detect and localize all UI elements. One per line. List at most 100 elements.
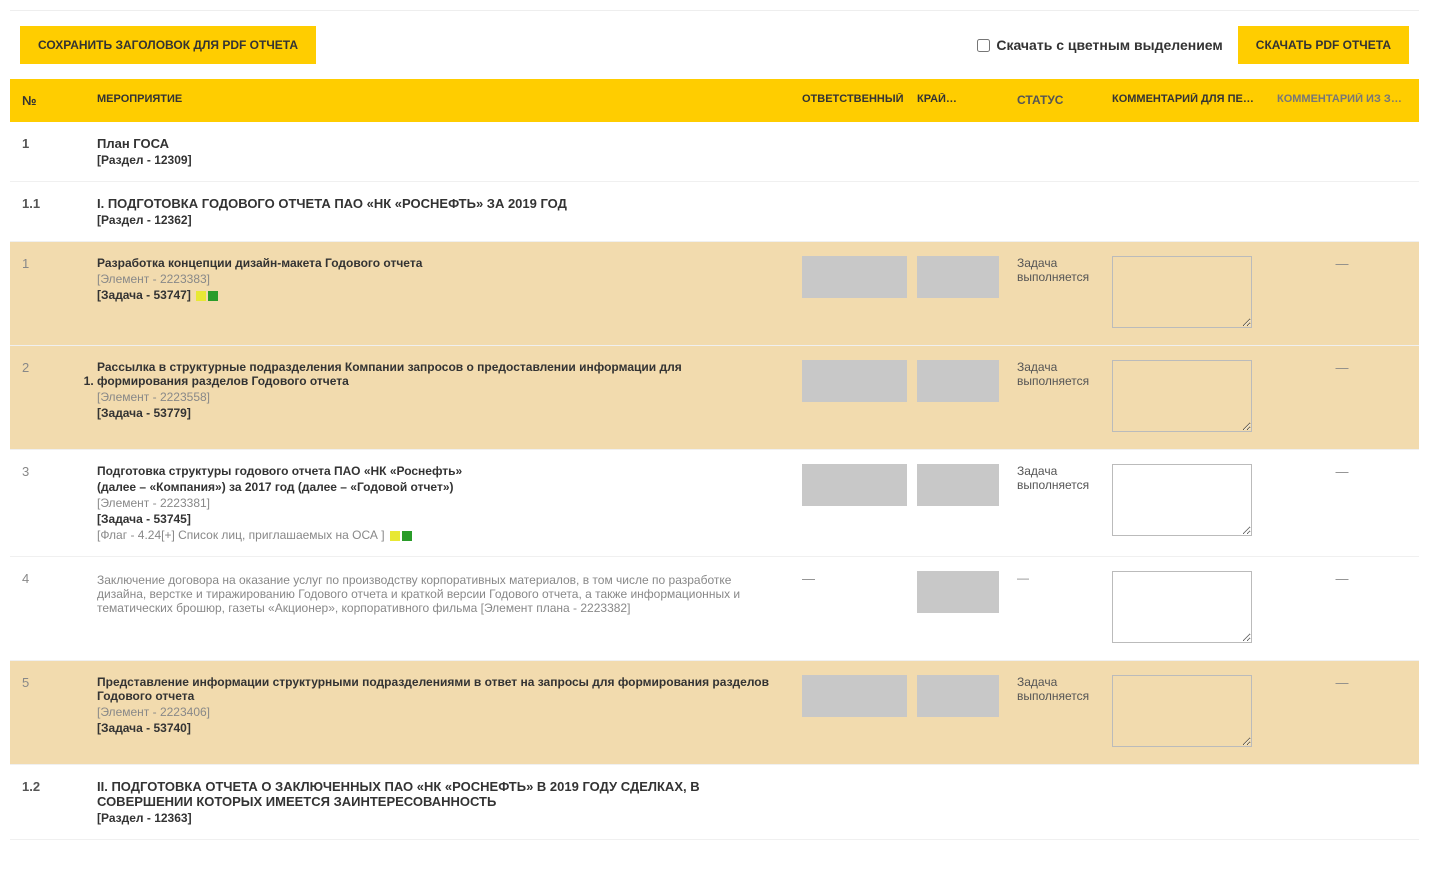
download-color-checkbox[interactable] (977, 39, 990, 52)
row-event: I. ПОДГОТОВКА ГОДОВОГО ОТЧЕТА ПАО «НК «Р… (97, 196, 802, 227)
status-square-yellow-icon (196, 291, 206, 301)
comment2-value: — (1336, 464, 1349, 479)
row-event: II. ПОДГОТОВКА ОТЧЕТА О ЗАКЛЮЧЕННЫХ ПАО … (97, 779, 802, 825)
row-num: 1 (22, 136, 97, 151)
task-row: 2Рассылка в структурные подразделения Ко… (10, 346, 1419, 450)
section-title: I. ПОДГОТОВКА ГОДОВОГО ОТЧЕТА ПАО «НК «Р… (97, 196, 782, 211)
row-deadline (917, 256, 1017, 298)
row-responsible (802, 675, 917, 717)
task-row: 3Подготовка структуры годового отчета ПА… (10, 450, 1419, 557)
task-element: [Элемент - 2223558] (97, 390, 782, 404)
task-title2: (далее – «Компания») за 2017 год (далее … (97, 480, 782, 494)
row-event: Разработка концепции дизайн-макета Годов… (97, 256, 802, 302)
section-title: II. ПОДГОТОВКА ОТЧЕТА О ЗАКЛЮЧЕННЫХ ПАО … (97, 779, 782, 809)
row-num: 4 (22, 571, 97, 586)
row-comment2: — (1277, 360, 1407, 375)
comment-textarea[interactable] (1112, 464, 1252, 536)
header-responsible: ОТВЕТСТВЕННЫЙ (802, 93, 917, 108)
deadline-box[interactable] (917, 571, 999, 613)
responsible-box[interactable] (802, 256, 907, 298)
download-pdf-button[interactable]: СКАЧАТЬ PDF ОТЧЕТА (1238, 26, 1409, 64)
section-row: 1.2II. ПОДГОТОВКА ОТЧЕТА О ЗАКЛЮЧЕННЫХ П… (10, 765, 1419, 840)
status-square-green-icon (208, 291, 218, 301)
header-deadline: КРАЙ… (917, 93, 1017, 108)
row-deadline (917, 464, 1017, 506)
comment2-value: — (1336, 675, 1349, 690)
section-subtitle: [Раздел - 12309] (97, 153, 782, 167)
status-text: Задача выполняется (1017, 256, 1089, 284)
row-status: Задача выполняется (1017, 464, 1112, 492)
row-status: Задача выполняется (1017, 360, 1112, 388)
save-header-button[interactable]: СОХРАНИТЬ ЗАГОЛОВОК ДЛЯ PDF ОТЧЕТА (20, 26, 316, 64)
responsible-box[interactable] (802, 675, 907, 717)
status-square-green-icon (402, 531, 412, 541)
task-row: 5Представление информации структурными п… (10, 661, 1419, 765)
row-comment1 (1112, 256, 1277, 331)
header-status: СТАТУС (1017, 93, 1112, 108)
row-comment1 (1112, 571, 1277, 646)
task-element: [Элемент - 2223406] (97, 705, 782, 719)
responsible-box[interactable] (802, 360, 907, 402)
task-id: [Задача - 53740] (97, 721, 782, 735)
section-subtitle: [Раздел - 12363] (97, 811, 782, 825)
task-title: Подготовка структуры годового отчета ПАО… (97, 464, 782, 478)
task-title: Представление информации структурными по… (97, 675, 782, 703)
row-num: 1.2 (22, 779, 97, 794)
section-row: 1.1I. ПОДГОТОВКА ГОДОВОГО ОТЧЕТА ПАО «НК… (10, 182, 1419, 242)
task-row: 4Заключение договора на оказание услуг п… (10, 557, 1419, 661)
task-title: Заключение договора на оказание услуг по… (97, 573, 782, 615)
row-comment2: — (1277, 256, 1407, 271)
deadline-box[interactable] (917, 464, 999, 506)
deadline-box[interactable] (917, 675, 999, 717)
comment-textarea[interactable] (1112, 675, 1252, 747)
table-body: 1План ГОСА[Раздел - 12309]1.1I. ПОДГОТОВ… (10, 122, 1419, 840)
download-color-checkbox-label[interactable]: Скачать с цветным выделением (977, 37, 1222, 53)
comment-textarea[interactable] (1112, 256, 1252, 328)
row-num: 5 (22, 675, 97, 690)
task-id: [Задача - 53745] (97, 512, 782, 526)
comment-textarea[interactable] (1112, 571, 1252, 643)
row-responsible (802, 360, 917, 402)
row-status: Задача выполняется (1017, 256, 1112, 284)
deadline-box[interactable] (917, 256, 999, 298)
row-event: Подготовка структуры годового отчета ПАО… (97, 464, 802, 542)
header-comment2: КОММЕНТАРИЙ ИЗ ЗАД… (1277, 93, 1407, 108)
status-text: Задача выполняется (1017, 675, 1089, 703)
responsible-box[interactable] (802, 464, 907, 506)
status-dash: — (1017, 571, 1029, 585)
section-title: План ГОСА (97, 136, 782, 151)
row-comment2: — (1277, 571, 1407, 586)
row-comment1 (1112, 464, 1277, 539)
row-comment1 (1112, 675, 1277, 750)
row-comment1 (1112, 360, 1277, 435)
row-deadline (917, 675, 1017, 717)
row-status: — (1017, 571, 1112, 585)
task-id: [Задача - 53779] (97, 406, 782, 420)
toolbar: СОХРАНИТЬ ЗАГОЛОВОК ДЛЯ PDF ОТЧЕТА Скача… (10, 10, 1419, 79)
row-comment2: — (1277, 675, 1407, 690)
task-element: [Элемент - 2223383] (97, 272, 782, 286)
header-comment1: КОММЕНТАРИЙ ДЛЯ ПЕ… (1112, 93, 1277, 108)
task-element: [Элемент - 2223381] (97, 496, 782, 510)
comment-textarea[interactable] (1112, 360, 1252, 432)
table-header: № МЕРОПРИЯТИЕ ОТВЕТСТВЕННЫЙ КРАЙ… СТАТУС… (10, 79, 1419, 122)
task-id: [Задача - 53747] (97, 288, 782, 302)
row-comment2: — (1277, 464, 1407, 479)
row-num: 1 (22, 256, 97, 271)
row-event: Рассылка в структурные подразделения Ком… (97, 360, 802, 420)
responsible-dash: — (802, 571, 815, 586)
section-row: 1План ГОСА [Раздел - 12309] (10, 122, 1419, 182)
header-event: МЕРОПРИЯТИЕ (97, 93, 802, 108)
status-text: Задача выполняется (1017, 464, 1089, 492)
status-square-yellow-icon (390, 531, 400, 541)
row-num: 1.1 (22, 196, 97, 211)
row-event: Заключение договора на оказание услуг по… (97, 571, 802, 615)
comment2-value: — (1336, 256, 1349, 271)
row-responsible: — (802, 571, 917, 586)
row-status: Задача выполняется (1017, 675, 1112, 703)
task-flag: [Флаг - 4.24[+] Список лиц, приглашаемых… (97, 528, 782, 542)
toolbar-right: Скачать с цветным выделением СКАЧАТЬ PDF… (977, 26, 1409, 64)
row-num: 2 (22, 360, 97, 375)
deadline-box[interactable] (917, 360, 999, 402)
task-title: Разработка концепции дизайн-макета Годов… (97, 256, 782, 270)
